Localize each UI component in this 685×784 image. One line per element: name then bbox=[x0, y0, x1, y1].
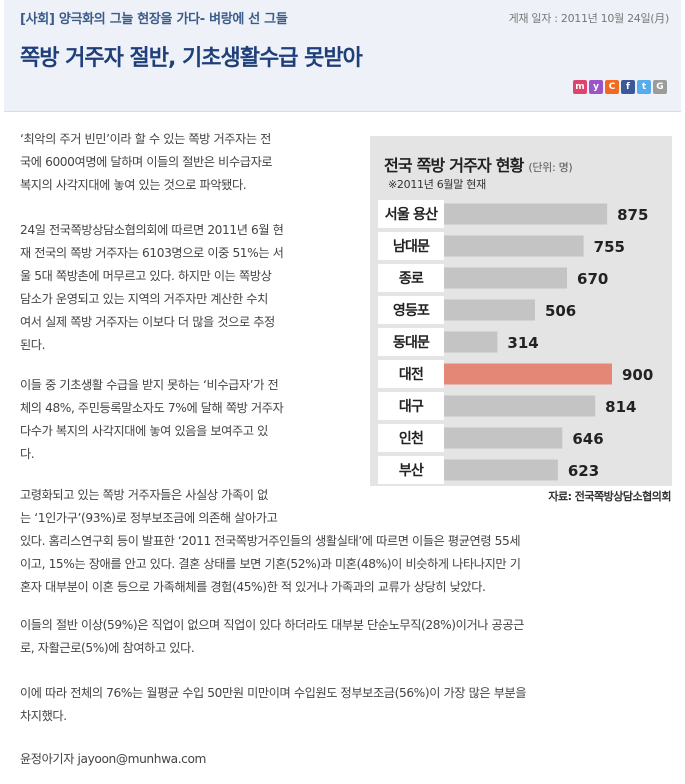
category-label: 영등포 bbox=[393, 302, 430, 319]
chart-unit: (단위: 명) bbox=[528, 161, 573, 174]
me2day-icon[interactable]: m bbox=[573, 80, 587, 94]
category-label: 부산 bbox=[399, 462, 424, 479]
category-label-box bbox=[378, 200, 444, 228]
bar bbox=[436, 363, 612, 385]
text-line: 된다. bbox=[20, 338, 46, 352]
bar bbox=[436, 395, 596, 417]
text-line: 여서 실제 쪽방 거주자는 이보다 더 많을 것으로 추정 bbox=[20, 315, 275, 329]
article-title: 쪽방 거주자 절반, 기초생활수급 못받아 bbox=[20, 46, 363, 71]
bar bbox=[436, 331, 498, 353]
text-line: 고령화되고 있는 쪽방 거주자들은 사실상 가족이 없 bbox=[20, 488, 268, 502]
category-label: 서울 용산 bbox=[385, 206, 438, 223]
category-label-box bbox=[378, 296, 444, 324]
text-line: 혼자 대부분이 이혼 등으로 가족해체를 경험(45%)한 적 있거나 가족과의… bbox=[20, 580, 486, 594]
value-label: 623 bbox=[568, 462, 599, 480]
value-label: 814 bbox=[605, 398, 636, 416]
twitter-icon[interactable]: t bbox=[637, 80, 651, 94]
bar bbox=[436, 203, 608, 225]
text-line: 이들의 절반 이상(59%)은 직업이 없으며 직업이 있다 하더라도 대부분 … bbox=[20, 618, 524, 632]
bar bbox=[436, 427, 563, 449]
value-label: 875 bbox=[617, 206, 648, 224]
category-label-box bbox=[378, 264, 444, 292]
text-line: 이고, 15%는 장애를 안고 있다. 결혼 상태를 보면 기혼(52%)과 미… bbox=[20, 557, 521, 571]
chart-source: 자료: 전국쪽방상담소협의회 bbox=[548, 490, 671, 503]
bar bbox=[436, 235, 584, 257]
facebook-icon[interactable]: f bbox=[621, 80, 635, 94]
text-line: 체의 48%, 주민등록말소자도 7%에 달해 쪽방 거주자 bbox=[20, 401, 284, 415]
google-icon[interactable]: G bbox=[653, 80, 667, 94]
yozm-icon[interactable]: y bbox=[589, 80, 603, 94]
text-line: 24일 전국쪽방상담소협의회에 따르면 2011년 6월 현 bbox=[20, 223, 284, 237]
article-header: [사회] 양극화의 그늘 현장을 가다- 벼랑에 선 그들 게재 일자 : 20… bbox=[4, 0, 681, 112]
paragraph-4: 고령화되고 있는 쪽방 거주자들은 사실상 가족이 없 는 ‘1인가구’(93%… bbox=[20, 484, 670, 599]
category-label-box bbox=[378, 232, 444, 260]
bar bbox=[436, 299, 535, 321]
value-label: 646 bbox=[572, 430, 603, 448]
text-line: 국에 6000여명에 달하며 이들의 절반은 비수급자로 bbox=[20, 155, 273, 169]
text-line: 복지의 사각지대에 놓여 있는 것으로 파악됐다. bbox=[20, 178, 247, 192]
category-label-box bbox=[378, 392, 444, 420]
text-line: 이들 중 기초생활 수급을 받지 못하는 ‘비수급자’가 전 bbox=[20, 378, 279, 392]
bar bbox=[436, 459, 558, 481]
chart-title-text: 전국 쪽방 거주자 현황 bbox=[384, 156, 524, 175]
paragraph-6: 이에 따라 전체의 76%는 월평균 수입 50만원 미만이며 수입원도 정부보… bbox=[20, 682, 670, 728]
text-line: 는 ‘1인가구’(93%)로 정부보조금에 의존해 살아가고 bbox=[20, 511, 278, 525]
text-line: 재 전국의 쪽방 거주자는 6103명으로 이중 51%는 서 bbox=[20, 246, 284, 260]
text-line: 울 5대 쪽방촌에 머무르고 있다. 하지만 이는 쪽방상 bbox=[20, 269, 272, 283]
category-label-box bbox=[378, 424, 444, 452]
category-label: 대구 bbox=[399, 399, 424, 415]
chart-title: 전국 쪽방 거주자 현황 (단위: 명) bbox=[384, 152, 573, 176]
category-label-box bbox=[378, 360, 444, 388]
value-label: 755 bbox=[594, 238, 625, 256]
value-label: 314 bbox=[507, 334, 538, 352]
section-label[interactable]: [사회] 양극화의 그늘 현장을 가다- 벼랑에 선 그들 bbox=[20, 12, 288, 27]
value-label: 506 bbox=[545, 302, 576, 320]
bar bbox=[436, 267, 568, 289]
text-line: 다. bbox=[20, 447, 35, 461]
category-label: 대전 bbox=[399, 366, 423, 383]
category-label: 동대문 bbox=[393, 335, 430, 351]
text-line: 다수가 복지의 사각지대에 놓여 있음을 보여주고 있 bbox=[20, 424, 268, 438]
category-label-box bbox=[378, 328, 444, 356]
clog-icon[interactable]: C bbox=[605, 80, 619, 94]
category-label: 인천 bbox=[399, 430, 423, 447]
category-label: 종로 bbox=[399, 271, 424, 287]
text-line: 이에 따라 전체의 76%는 월평균 수입 50만원 미만이며 수입원도 정부보… bbox=[20, 686, 527, 700]
bar-chart: 서울 용산 875 남대문 755 종로 670 영등포 506 동대문 314 대전 900 대구 81… bbox=[378, 200, 653, 484]
paragraph-5: 이들의 절반 이상(59%)은 직업이 없으며 직업이 있다 하더라도 대부분 … bbox=[20, 614, 670, 660]
paragraph-3: 이들 중 기초생활 수급을 받지 못하는 ‘비수급자’가 전 체의 48%, 주… bbox=[20, 374, 360, 466]
category-label: 남대문 bbox=[393, 238, 430, 255]
chart-panel: 전국 쪽방 거주자 현황 (단위: 명) ※2011년 6월말 현재 서울 용산… bbox=[370, 136, 672, 486]
text-line: 있다. 홈리스연구회 등이 발표한 ‘2011 전국쪽방거주인들의 생활실태’에… bbox=[20, 534, 521, 548]
share-toolbar: m y C f t G bbox=[573, 80, 667, 94]
text-line: 차지했다. bbox=[20, 709, 67, 723]
byline: 윤정아기자 jayoon@munhwa.com bbox=[20, 752, 207, 766]
publish-date: 게재 일자 : 2011년 10월 24일(月) bbox=[508, 12, 670, 25]
value-label: 900 bbox=[622, 366, 653, 384]
text-line: 담소가 운영되고 있는 지역의 거주자만 계산한 수치 bbox=[20, 292, 268, 306]
category-label-box bbox=[378, 456, 444, 484]
value-label: 670 bbox=[577, 270, 608, 288]
paragraph-1: ‘최악의 주거 빈민’이라 할 수 있는 쪽방 거주자는 전 국에 6000여명… bbox=[20, 128, 360, 197]
text-line: 로, 자활근로(5%)에 참여하고 있다. bbox=[20, 641, 195, 655]
paragraph-2: 24일 전국쪽방상담소협의회에 따르면 2011년 6월 현 재 전국의 쪽방 … bbox=[20, 219, 360, 357]
chart-subtitle: ※2011년 6월말 현재 bbox=[388, 178, 486, 191]
text-line: ‘최악의 주거 빈민’이라 할 수 있는 쪽방 거주자는 전 bbox=[20, 132, 271, 146]
